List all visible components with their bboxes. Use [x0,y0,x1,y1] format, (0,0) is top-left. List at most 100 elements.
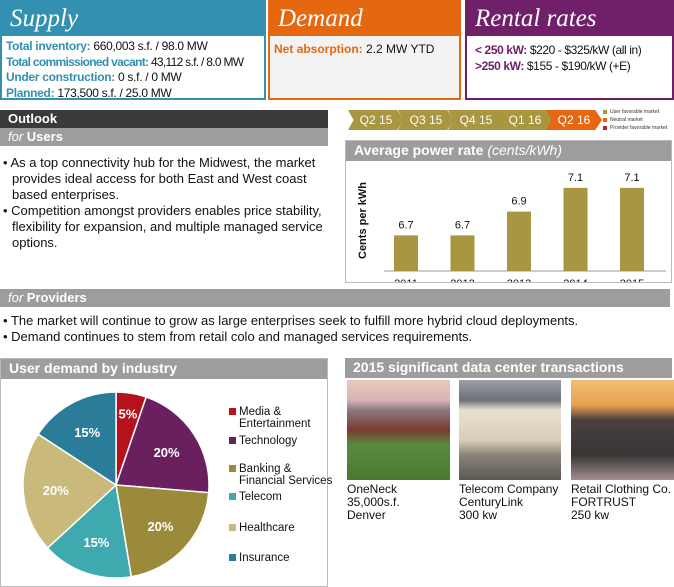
legend-swatch [229,465,236,472]
legend-item: Banking & Financial Services [229,463,333,487]
bar [620,187,644,271]
power-rate-title: Average power rate (cents/kWh) [346,141,671,161]
bar [450,235,475,271]
supply-row: Total commissioned vacant: 43,112 s.f. /… [6,55,260,71]
legend-swatch [603,110,607,114]
providers-heading: for Providers [0,289,670,307]
fortrust-photo [571,380,674,480]
data-label: 7.1 [568,172,583,184]
quarter-chevron: Q1 16 [497,110,553,130]
legend-item: Healthcare [229,522,295,534]
rental-box: Rental rates < 250 kW: $220 - $325/kW (a… [465,0,674,100]
supply-row: Total inventory: 660,003 s.f. / 98.0 MW [6,39,260,55]
transaction-caption: Telecom Company CenturyLink 300 kw [459,482,559,522]
pie-slice [22,433,118,550]
supply-title: Supply [2,2,264,36]
providers-bullets: The market will continue to grow as larg… [2,313,672,345]
bar [507,211,531,271]
value: 43,112 s.f. / 8.0 MW [150,54,244,69]
quarter-chevron: Q4 15 [448,110,504,130]
label: Planned: [6,85,55,100]
industry-panel: User demand by industry 5% 20% 20% 15% 20% 15… [0,358,332,587]
bar [394,235,418,271]
title-text: Average power rate [354,142,484,158]
slice-label: 5% [119,406,138,421]
bullet: Competition amongst providers enables pr… [2,203,332,251]
value: 173,500 s.f. / 25.0 MW [57,85,172,100]
x-tick-label: 2011 [394,278,418,282]
legend-label: Telecom [239,491,282,503]
legend-swatch [229,493,236,500]
centurylink-photo [459,380,561,480]
label: Net absorption: [274,42,363,56]
transactions-title: 2015 significant data center transaction… [345,358,672,378]
providers-label: Providers [26,290,87,305]
y-axis-label: Cents per kWh [357,182,369,259]
bullet: As a top connectivity hub for the Midwes… [2,155,332,203]
value: $220 - $325/kW (all in) [529,43,642,57]
legend-item: Telecom [229,491,282,503]
slice-label: 20% [154,445,180,460]
legend-swatch [229,554,236,561]
quarter-chevron: Q3 15 [398,110,454,130]
x-tick-label: 2015 [620,278,644,282]
x-tick-label: 2014 [563,278,587,282]
rental-row: < 250 kW: $220 - $325/kW (all in) [475,43,672,59]
for-label: for [8,290,24,305]
label: Total inventory: [6,39,91,53]
legend-swatch [229,524,236,531]
bullet: The market will continue to grow as larg… [2,313,672,329]
industry-pie: 5% 20% 20% 15% 20% 15% [22,391,210,579]
value: $155 - $190/kW (+E) [526,58,631,73]
demand-box: Demand Net absorption: 2.2 MW YTD [268,0,461,100]
outlook-heading: Outlook [0,110,328,128]
transaction-caption: OneNeck 35,000s.f. Denver [347,482,400,522]
supply-box: Supply Total inventory: 660,003 s.f. / 9… [0,0,266,100]
quarter-chevron: Q2 15 [348,110,404,130]
value: 2.2 MW YTD [366,42,435,56]
slice-label: 15% [74,425,100,440]
legend-swatch [229,437,236,444]
legend-label: Financial Services [239,475,333,487]
rental-title: Rental rates [467,2,672,36]
slice-label: 15% [83,535,109,550]
legend-item: Media & Entertainment [229,406,311,430]
label: >250 kW: [475,58,524,73]
legend-swatch [603,118,607,122]
label: Total commissioned vacant: [6,54,149,69]
transaction-caption: Retail Clothing Co. FORTRUST 250 kw [571,482,672,522]
users-label: Users [26,129,63,144]
legend-swatch [603,126,607,130]
legend-label: Provider favorable market [610,125,668,131]
data-label: 6.9 [511,196,526,208]
x-tick-label: 2013 [507,278,531,282]
supply-row: Planned: 173,500 s.f. / 25.0 MW [6,85,260,100]
legend-label: Banking & [239,463,292,475]
data-label: 6.7 [398,219,413,231]
legend-item: Insurance [229,552,290,564]
legend-label: User favorable market [610,109,660,115]
x-tick-label: 2012 [450,278,474,282]
demand-title: Demand [270,2,459,36]
transactions-panel: 2015 significant data center transaction… [345,358,672,378]
data-label: 7.1 [624,172,639,184]
rental-row: >250 kW: $155 - $190/kW (+E) [475,59,672,75]
power-rate-panel: Average power rate (cents/kWh) Cents per… [345,140,672,290]
pie-slice [37,391,117,487]
bar [563,187,588,271]
industry-title: User demand by industry [1,359,327,379]
legend-swatch [229,408,236,415]
legend-label: Media & [239,406,282,418]
power-rate-chart: Cents per kWh 6.7 2011 6.7 2012 6.9 2013 7.1 20… [357,172,666,290]
slice-label: 20% [147,519,173,534]
bullet: Demand continues to stem from retail col… [2,329,672,345]
label: Under construction: [6,70,115,84]
oneneck-photo [347,380,450,480]
slice-label: 20% [43,483,69,498]
legend-label: Healthcare [239,522,295,534]
unit: (cents/kWh) [487,142,563,158]
label: < 250 kW: [475,43,527,57]
pie-slice [115,484,210,578]
pie-slice [114,396,210,494]
quarter-chevron-current: Q2 16 [546,110,602,130]
